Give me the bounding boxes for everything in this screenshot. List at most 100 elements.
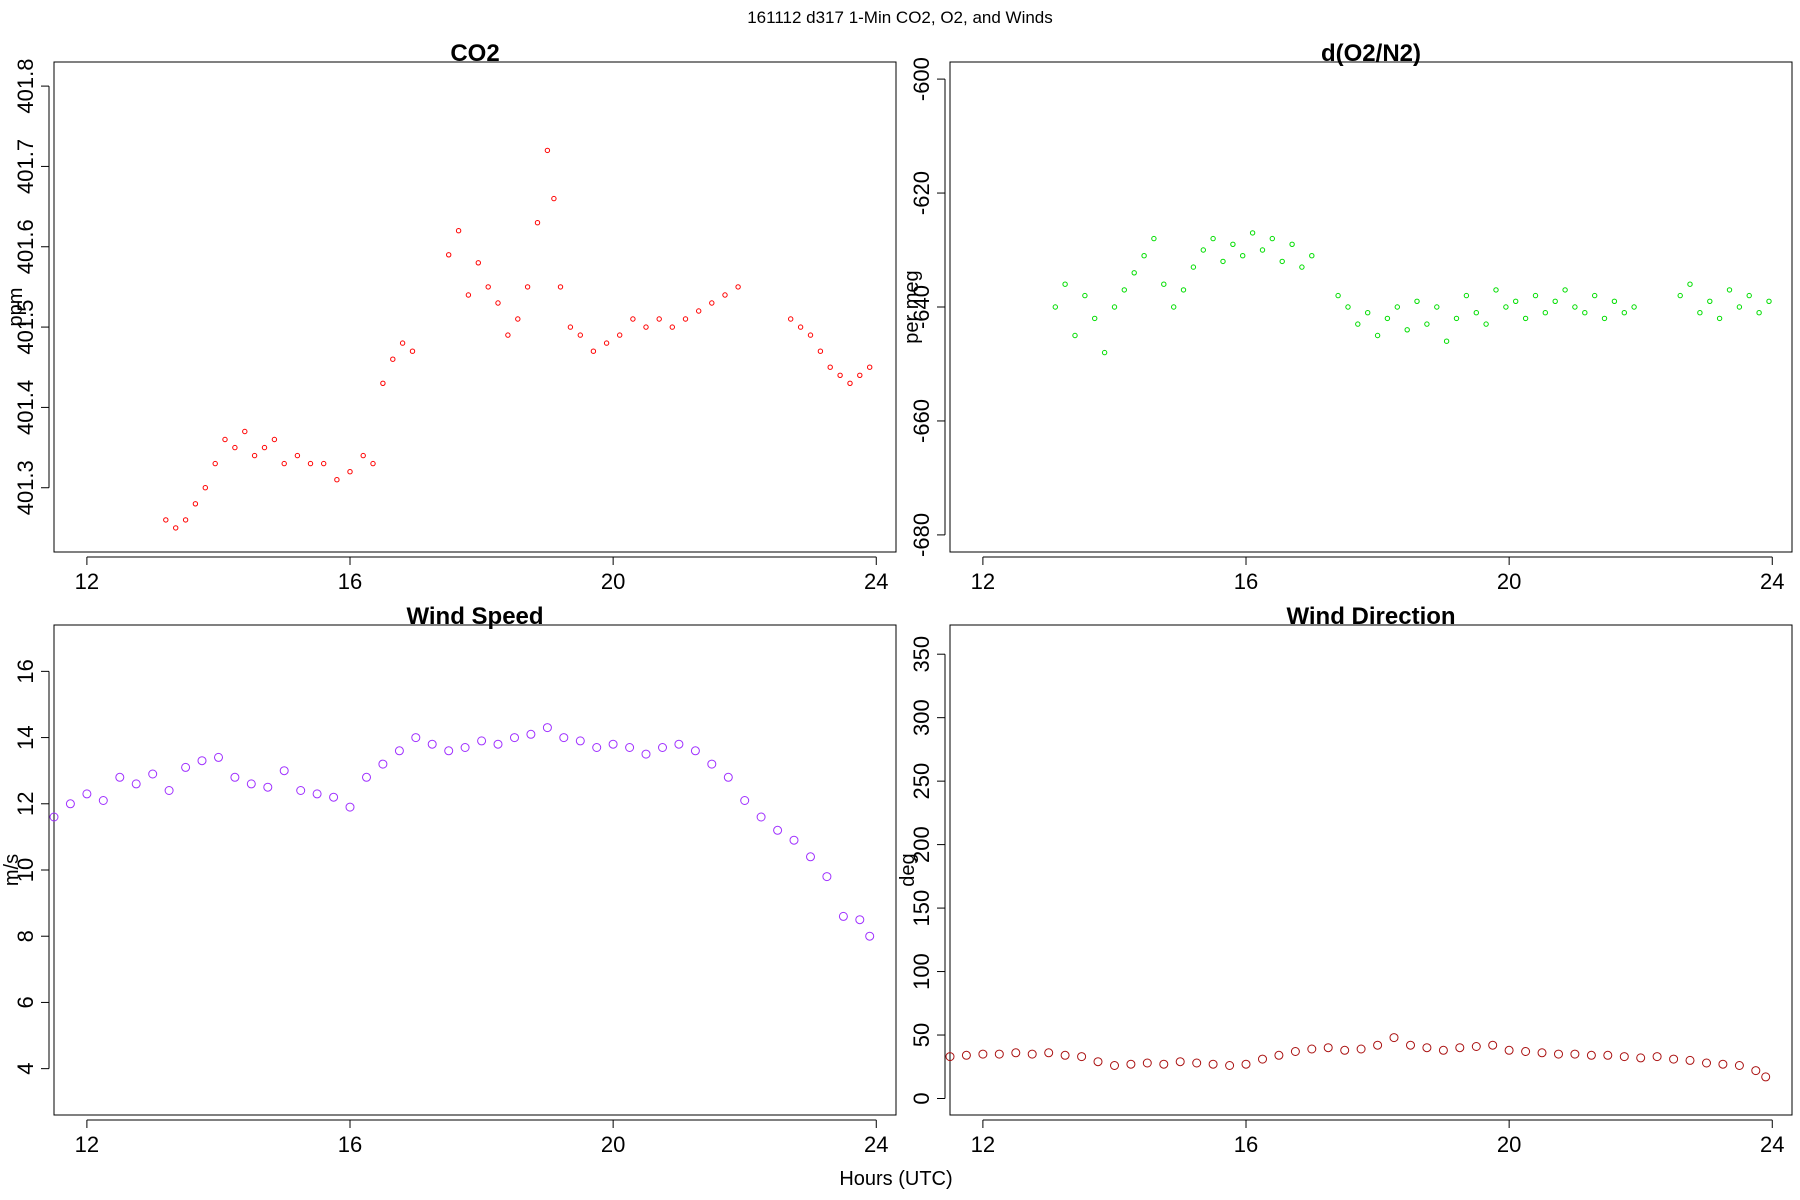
y-tick-label: 401.6 <box>13 219 38 274</box>
y-tick-label: 200 <box>909 826 934 863</box>
panel-title-wind-direction: Wind Direction <box>1286 603 1455 630</box>
data-point <box>855 915 865 925</box>
panel-wind-direction: Wind Direction deg 12 16 20 24 0 50 100 150 200 2… <box>897 603 1793 1157</box>
data-point <box>1504 1045 1514 1055</box>
x-tick-label: 20 <box>1497 569 1521 594</box>
data-point <box>495 300 501 306</box>
y-axis-label-co2: ppm <box>5 288 27 327</box>
data-point <box>1082 292 1088 299</box>
data-point <box>251 452 258 459</box>
data-point <box>865 931 875 941</box>
data-point <box>806 852 815 862</box>
data-point <box>427 739 437 749</box>
data-point <box>312 789 322 799</box>
data-point <box>82 789 92 799</box>
data-point <box>296 786 306 795</box>
data-point <box>1707 298 1713 304</box>
data-point <box>510 733 519 743</box>
y-tick-label: 8 <box>13 930 38 942</box>
data-point <box>1562 287 1568 293</box>
data-point <box>707 759 717 769</box>
data-point <box>1389 1033 1399 1043</box>
data-points-wind-direction <box>945 1033 1771 1082</box>
y-axis-label-wind-direction: deg <box>897 853 919 886</box>
panel-title-co2: CO2 <box>450 40 499 67</box>
data-point <box>773 825 783 835</box>
data-point <box>1746 292 1752 299</box>
data-point <box>1572 304 1578 310</box>
data-point <box>1751 1066 1761 1076</box>
data-point <box>307 460 314 467</box>
data-point <box>1289 241 1295 248</box>
data-point <box>1335 292 1341 299</box>
data-point <box>1307 1044 1317 1054</box>
y-tick-label: 401.7 <box>13 139 38 194</box>
y-tick-label: 16 <box>13 659 38 683</box>
data-point <box>181 762 191 772</box>
data-point <box>559 733 569 743</box>
data-point <box>658 743 667 752</box>
y-tick-label: -680 <box>909 513 934 557</box>
data-point <box>740 796 750 805</box>
x-tick-label: 16 <box>1234 569 1258 594</box>
data-point <box>1309 253 1315 259</box>
y-tick-label: 401.5 <box>13 300 38 355</box>
data-point <box>347 469 353 475</box>
data-point <box>1374 332 1381 339</box>
data-point <box>1718 1059 1728 1069</box>
data-point <box>603 340 610 346</box>
figure-title: 161112 d317 1-Min CO2, O2, and Winds <box>747 8 1053 27</box>
data-point <box>1394 304 1401 310</box>
data-point <box>1365 310 1371 316</box>
data-point <box>625 743 635 752</box>
data-point <box>1200 247 1207 253</box>
data-point <box>1601 315 1608 322</box>
data-point <box>1697 310 1703 316</box>
data-point <box>1669 1054 1679 1064</box>
data-point <box>1471 1042 1481 1051</box>
x-tick-label: 12 <box>75 569 99 594</box>
data-point <box>1756 310 1762 316</box>
data-point <box>1488 1040 1498 1050</box>
data-point <box>1208 1059 1218 1069</box>
data-point <box>1141 253 1147 259</box>
data-point <box>98 796 108 805</box>
y-tick-label: 300 <box>909 699 934 736</box>
y-tick-label: 12 <box>13 792 38 816</box>
data-point <box>709 300 715 306</box>
data-point <box>526 729 536 739</box>
data-point <box>1356 1044 1366 1054</box>
data-point <box>1355 321 1361 327</box>
data-point <box>360 452 366 459</box>
data-point <box>455 228 462 234</box>
y-axis-label-o2: per meg <box>901 270 923 343</box>
data-point <box>1522 315 1529 322</box>
data-point <box>1463 292 1470 299</box>
data-point <box>1582 310 1588 316</box>
data-point <box>857 372 863 378</box>
data-point <box>232 444 238 451</box>
data-point <box>590 348 597 354</box>
data-point <box>789 835 799 845</box>
panel-title-wind-speed: Wind Speed <box>406 603 543 630</box>
data-points-wind-speed <box>49 723 875 941</box>
data-point <box>1552 298 1558 304</box>
x-tick-label: 12 <box>971 1132 995 1157</box>
data-point <box>1052 304 1059 310</box>
data-point <box>370 460 376 467</box>
data-point <box>321 460 327 467</box>
data-point <box>1175 1057 1185 1067</box>
data-point <box>446 252 452 258</box>
data-points-co2 <box>163 147 873 531</box>
data-point <box>1761 1072 1771 1082</box>
data-point <box>1592 292 1598 299</box>
data-point <box>148 769 158 779</box>
data-point <box>1603 1050 1613 1060</box>
data-point <box>534 220 541 226</box>
data-point <box>1611 298 1618 304</box>
data-point <box>608 739 618 749</box>
data-point <box>493 739 503 749</box>
data-point <box>1652 1052 1662 1062</box>
data-point <box>1151 235 1157 242</box>
plot-frame-wind-speed <box>53 624 897 1116</box>
